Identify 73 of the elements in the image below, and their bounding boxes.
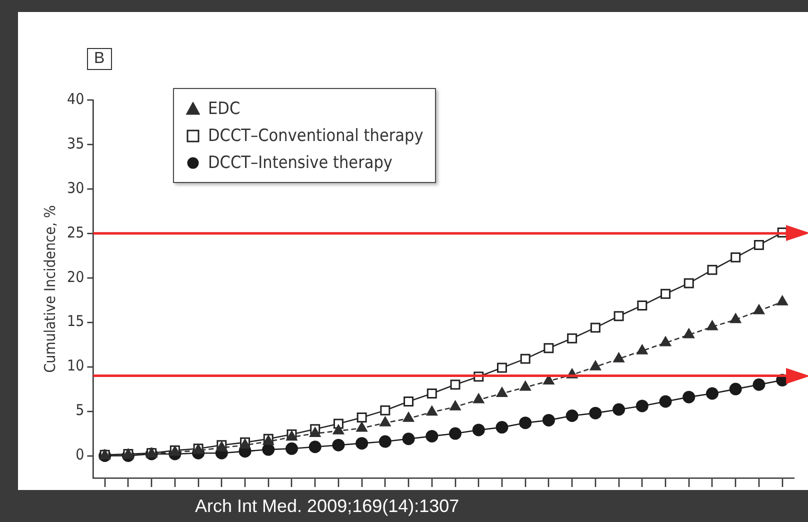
point	[404, 396, 414, 407]
point	[636, 400, 648, 412]
point	[659, 395, 672, 408]
y-tick-label: 30	[66, 178, 84, 197]
point	[450, 400, 461, 410]
point	[543, 374, 554, 385]
point	[683, 328, 694, 338]
point	[332, 424, 344, 434]
point	[496, 421, 508, 434]
point	[402, 432, 415, 446]
point	[496, 362, 507, 373]
point	[472, 424, 485, 436]
point	[310, 427, 321, 438]
point	[449, 427, 462, 440]
text: Arch Int Med. 2009;169(14):1307	[195, 496, 460, 517]
point	[706, 320, 718, 330]
point	[754, 240, 764, 250]
point	[356, 412, 367, 423]
y-tick-label: 10	[66, 356, 84, 375]
point	[520, 381, 531, 391]
legend-label: EDC	[208, 98, 240, 118]
point	[403, 412, 414, 422]
point	[682, 390, 696, 404]
point	[285, 442, 298, 455]
point	[380, 416, 391, 426]
point	[566, 409, 578, 422]
point	[706, 387, 718, 400]
y-tick-label: 0	[76, 446, 84, 464]
point	[613, 352, 624, 362]
point	[378, 435, 392, 448]
point	[730, 252, 741, 262]
y-tick-label: 20	[66, 268, 84, 286]
y-tick-label: 40	[66, 90, 84, 108]
point	[730, 313, 742, 324]
point	[753, 304, 764, 314]
y-tick-label: 25	[66, 223, 84, 242]
point	[356, 422, 368, 432]
point	[590, 322, 600, 333]
point	[496, 387, 508, 398]
legend-label: DCCT–Conventional therapy	[208, 126, 424, 146]
y-tick-label: 5	[76, 401, 84, 420]
point	[589, 406, 602, 420]
point	[776, 296, 788, 306]
point	[380, 405, 390, 416]
point	[567, 333, 578, 344]
point	[356, 437, 368, 450]
point	[614, 311, 624, 322]
point	[332, 438, 345, 452]
y-axis-title: Cumulative Incidence, %	[40, 205, 59, 373]
point	[707, 264, 718, 275]
point	[752, 378, 766, 391]
y-tick-label: 35	[66, 134, 84, 152]
point	[308, 440, 322, 454]
point	[590, 360, 601, 370]
point	[473, 393, 484, 404]
legend-label: DCCT–Intensive therapy	[208, 152, 392, 172]
point	[519, 416, 532, 430]
point	[450, 380, 460, 390]
point	[426, 388, 437, 398]
point	[729, 382, 742, 396]
point	[542, 414, 555, 426]
point	[426, 406, 438, 416]
point	[636, 344, 648, 354]
point	[612, 403, 626, 416]
panel-letter: B	[87, 48, 112, 70]
point	[660, 288, 671, 299]
y-tick-label: 15	[66, 312, 84, 330]
point	[544, 343, 554, 354]
point	[660, 336, 672, 346]
point	[426, 430, 438, 442]
point	[637, 300, 648, 310]
point	[520, 354, 530, 364]
point	[684, 278, 694, 288]
